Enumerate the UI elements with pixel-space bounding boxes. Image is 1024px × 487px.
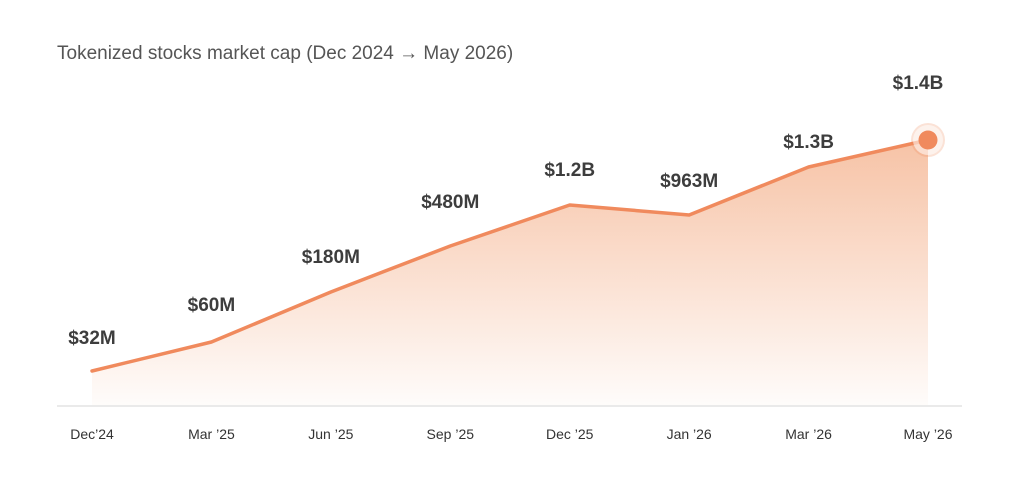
- last-point-marker: [918, 130, 938, 150]
- x-tick-label: Jan ’26: [667, 426, 712, 442]
- data-label: $963M: [660, 171, 718, 192]
- series-line-layer: [90, 138, 930, 373]
- area-fill-layer: [92, 140, 928, 406]
- x-tick-label: Dec ’25: [546, 426, 594, 442]
- x-tick-label: Jun ’25: [308, 426, 353, 442]
- x-tick-label: Mar ’26: [785, 426, 832, 442]
- x-tick-layer: Dec’24 Mar ’25 Jun ’25 Sep ’25 Dec ’25 Jan ’2…: [70, 426, 953, 442]
- x-tick-label: Dec’24: [70, 426, 114, 442]
- marker-layer: [911, 123, 945, 157]
- data-label: $1.4B: [893, 73, 944, 94]
- x-tick-label: May ’26: [903, 426, 952, 442]
- data-label: $60M: [188, 295, 236, 316]
- x-tick-label: Mar ’25: [188, 426, 235, 442]
- chart-title: Tokenized stocks market cap (Dec 2024 → …: [57, 43, 514, 64]
- data-label: $180M: [302, 247, 360, 268]
- x-tick-label: Sep ’25: [427, 426, 475, 442]
- area-fill: [92, 140, 928, 406]
- series-line: [90, 138, 930, 373]
- data-label: $32M: [68, 328, 116, 349]
- data-label: $1.2B: [544, 160, 595, 181]
- data-label: $480M: [421, 192, 479, 213]
- data-label: $1.3B: [783, 132, 834, 153]
- value-label-layer: $32M $60M $180M $480M $1.2B $963M $1.3B $1.4B: [68, 73, 943, 349]
